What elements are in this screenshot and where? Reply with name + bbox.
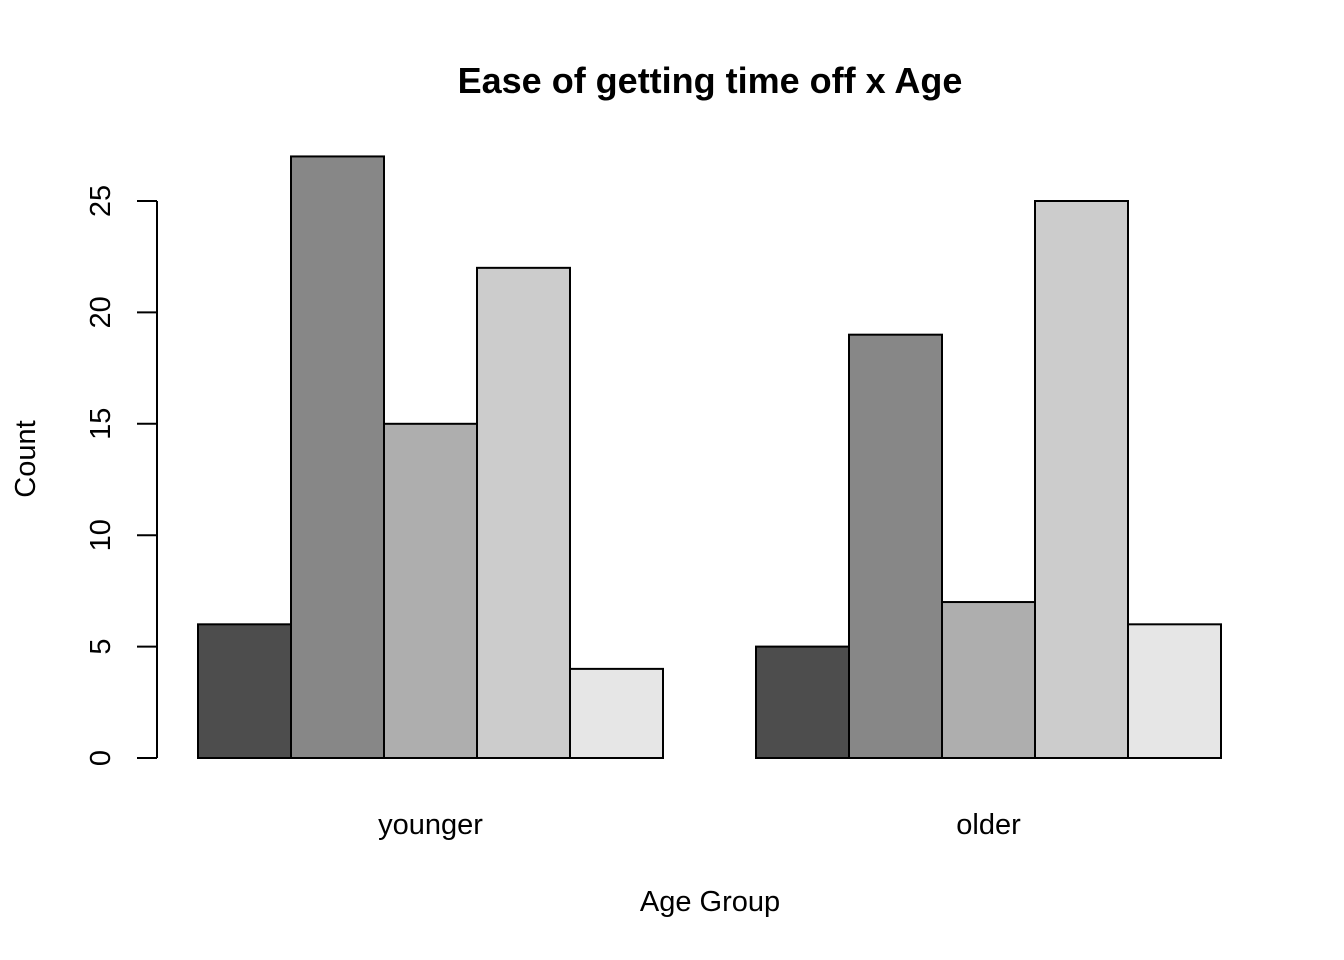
bar-younger-3	[383, 422, 478, 759]
chart-title: Ease of getting time off x Age	[458, 60, 963, 101]
bar-older-4	[1034, 200, 1129, 759]
bar-younger-4	[476, 266, 571, 759]
y-tick-label-10: 10	[85, 519, 117, 551]
y-axis-label: Count	[10, 420, 42, 497]
y-axis: 0 5 10 15 20 25	[85, 185, 158, 766]
bar-older-2	[848, 333, 943, 759]
category-label-older: older	[956, 809, 1021, 841]
x-axis-label: Age Group	[640, 886, 780, 918]
category-label-younger: younger	[378, 809, 483, 841]
bar-older-3	[941, 601, 1036, 759]
bar-older-5	[1127, 623, 1222, 759]
bars-layer	[197, 155, 1222, 760]
bar-younger-5	[569, 667, 664, 760]
y-tick-label-25: 25	[85, 185, 117, 217]
category-labels: younger older	[378, 809, 1021, 841]
y-tick-label-5: 5	[85, 639, 117, 655]
bar-older-1	[755, 645, 850, 759]
bar-younger-1	[197, 623, 292, 759]
y-tick-label-15: 15	[85, 408, 117, 440]
y-tick-label-20: 20	[85, 296, 117, 328]
y-tick-label-0: 0	[85, 750, 117, 766]
bar-younger-2	[290, 155, 385, 759]
